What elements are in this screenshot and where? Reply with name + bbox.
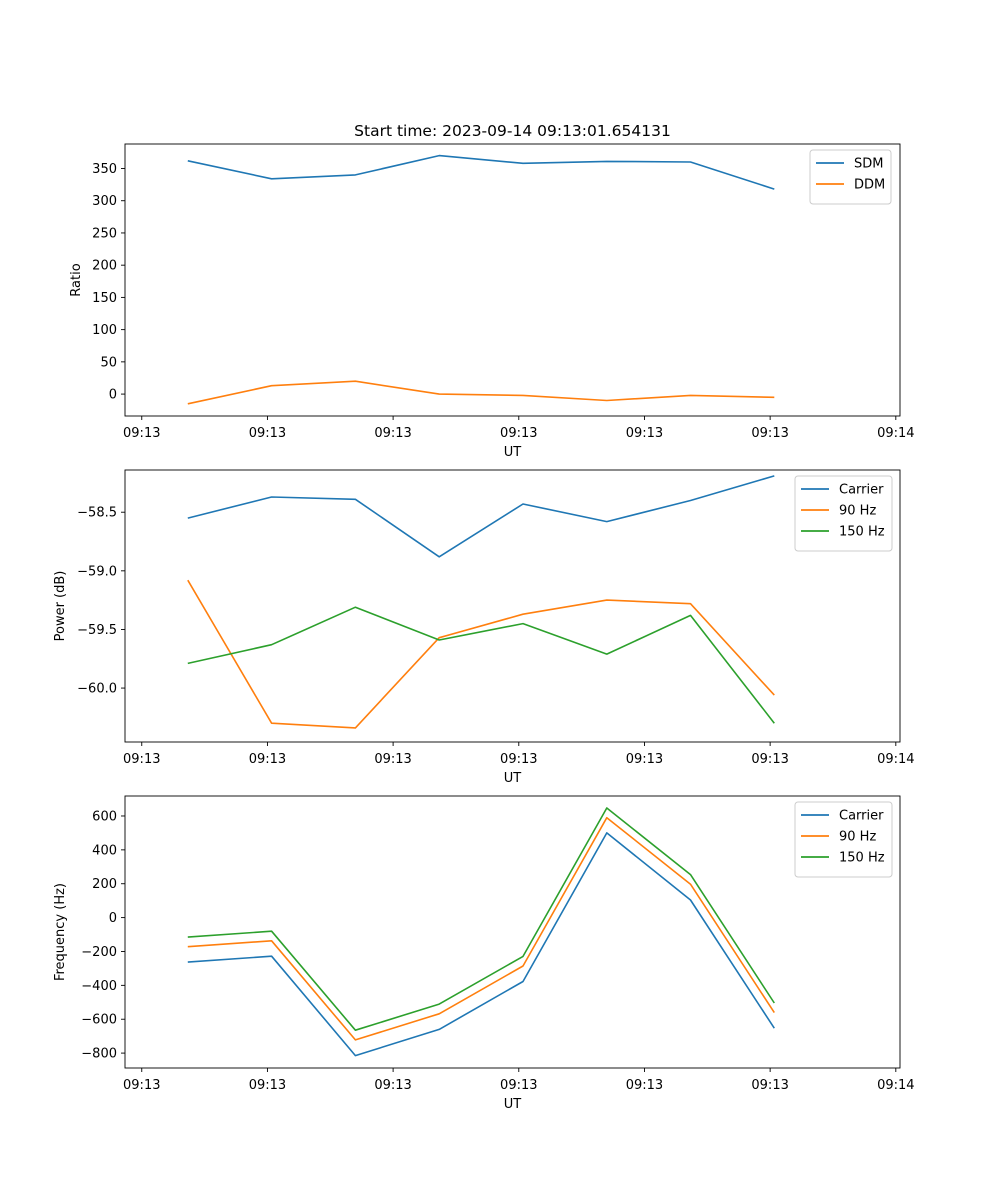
y-tick-label: −59.0 xyxy=(77,564,117,579)
legend-label: Carrier xyxy=(839,483,884,498)
y-tick-label: 300 xyxy=(92,194,117,209)
x-tick-label: 09:13 xyxy=(249,1078,286,1093)
x-axis-label: UT xyxy=(504,771,522,786)
x-tick-label: 09:13 xyxy=(123,1078,160,1093)
series-line-carrier xyxy=(187,475,775,558)
x-tick-label: 09:13 xyxy=(374,426,411,441)
y-tick-label: 350 xyxy=(92,162,117,177)
plot-frame xyxy=(124,143,901,417)
y-tick-label: 100 xyxy=(92,323,117,338)
y-tick-label: 0 xyxy=(109,388,117,403)
legend-box xyxy=(794,801,893,878)
y-tick-label: 400 xyxy=(92,843,117,858)
y-tick-label: −600 xyxy=(81,1013,117,1028)
series-line-ddm xyxy=(187,380,775,405)
y-tick-label: −59.5 xyxy=(77,623,117,638)
y-tick-label: −60.0 xyxy=(77,682,117,697)
y-tick-label: 50 xyxy=(100,355,117,370)
plot-frame xyxy=(124,795,901,1069)
subplot-2: 09:13 09:13 09:13 09:13 09:13 09:13 09:14 −60.0… xyxy=(53,469,915,786)
legend: SDM DDM xyxy=(809,149,892,205)
x-tick-label: 09:13 xyxy=(500,426,537,441)
subplot-3: 09:13 09:13 09:13 09:13 09:13 09:13 09:14 −800 −… xyxy=(53,795,915,1112)
x-tick-label: 09:13 xyxy=(123,752,160,767)
y-tick-label: −800 xyxy=(81,1047,117,1062)
y-tick-label: −400 xyxy=(81,979,117,994)
y-tick-label: −58.5 xyxy=(77,506,117,521)
y-tick-label: 250 xyxy=(92,226,117,241)
x-tick-label: 09:13 xyxy=(751,1078,788,1093)
subplots: 09:13 09:13 09:13 09:13 09:13 09:13 09:14 0 50 10… xyxy=(53,143,915,1112)
legend-label: 150 Hz xyxy=(839,525,885,540)
series-line-150-hz xyxy=(187,807,775,1031)
y-axis-label: Ratio xyxy=(69,263,84,296)
x-tick-label: 09:13 xyxy=(751,426,788,441)
series-line-90-hz xyxy=(187,816,775,1041)
y-tick-label: 200 xyxy=(92,877,117,892)
series-line-carrier xyxy=(187,832,775,1057)
x-tick-label: 09:13 xyxy=(500,1078,537,1093)
x-axis-label: UT xyxy=(504,1097,522,1112)
legend-label: 90 Hz xyxy=(839,504,876,519)
legend: Carrier 90 Hz 150 Hz xyxy=(794,475,893,552)
x-tick-label: 09:13 xyxy=(626,752,663,767)
legend-label: SDM xyxy=(854,157,883,172)
x-tick-label: 09:13 xyxy=(374,1078,411,1093)
x-axis-label: UT xyxy=(504,445,522,460)
plot-frame xyxy=(124,469,901,743)
x-tick-label: 09:14 xyxy=(877,1078,914,1093)
legend-label: 90 Hz xyxy=(839,830,876,845)
legend-label: 150 Hz xyxy=(839,851,885,866)
y-tick-label: −200 xyxy=(81,945,117,960)
x-tick-label: 09:13 xyxy=(374,752,411,767)
legend-box xyxy=(794,475,893,552)
legend-label: DDM xyxy=(854,178,885,193)
subplot-1: 09:13 09:13 09:13 09:13 09:13 09:13 09:14 0 50 10… xyxy=(69,143,915,460)
y-axis-label: Power (dB) xyxy=(53,571,68,642)
x-tick-label: 09:14 xyxy=(877,752,914,767)
series-line-sdm xyxy=(187,154,775,190)
y-tick-label: 200 xyxy=(92,259,117,274)
y-axis-label: Frequency (Hz) xyxy=(53,883,68,981)
y-tick-label: 0 xyxy=(109,911,117,926)
x-tick-label: 09:13 xyxy=(123,426,160,441)
y-tick-label: 150 xyxy=(92,291,117,306)
x-tick-label: 09:13 xyxy=(626,1078,663,1093)
figure-title: Start time: 2023-09-14 09:13:01.654131 xyxy=(354,122,671,140)
x-tick-label: 09:13 xyxy=(500,752,537,767)
x-tick-label: 09:14 xyxy=(877,426,914,441)
x-tick-label: 09:13 xyxy=(626,426,663,441)
x-tick-label: 09:13 xyxy=(249,752,286,767)
series-line-90-hz xyxy=(187,579,775,729)
legend: Carrier 90 Hz 150 Hz xyxy=(794,801,893,878)
y-tick-label: 600 xyxy=(92,809,117,824)
x-tick-label: 09:13 xyxy=(249,426,286,441)
x-tick-label: 09:13 xyxy=(751,752,788,767)
legend-label: Carrier xyxy=(839,809,884,824)
series-line-150-hz xyxy=(187,606,775,724)
